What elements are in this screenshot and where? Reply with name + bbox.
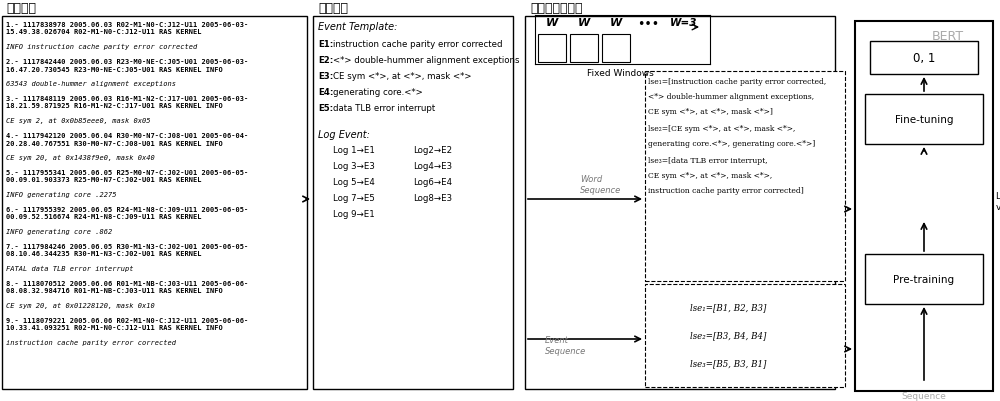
Text: W: W xyxy=(578,18,590,28)
Text: Fine-tuning: Fine-tuning xyxy=(895,115,953,125)
Text: Log 7→E5: Log 7→E5 xyxy=(333,194,375,203)
Text: W: W xyxy=(610,18,622,28)
Text: CE sym <*>, at <*>, mask <*>,: CE sym <*>, at <*>, mask <*>, xyxy=(648,172,772,180)
Text: 2.- 1117842440 2005.06.03 R23-M0-NE-C:J05-U01 2005-06-03-
16.47.20.730545 R23-M0: 2.- 1117842440 2005.06.03 R23-M0-NE-C:J0… xyxy=(6,59,248,72)
Text: BERT: BERT xyxy=(932,30,964,43)
Text: Log8→E3: Log8→E3 xyxy=(413,194,452,203)
Text: CE sym 20, at 0x1438f9e0, mask 0x40: CE sym 20, at 0x1438f9e0, mask 0x40 xyxy=(6,155,155,161)
Text: CE sym 2, at 0x0b85eee0, mask 0x05: CE sym 2, at 0x0b85eee0, mask 0x05 xyxy=(6,118,150,124)
Bar xyxy=(570,35,598,63)
Text: 日志序列预处理: 日志序列预处理 xyxy=(530,2,582,15)
Bar xyxy=(855,22,993,391)
Bar xyxy=(538,35,566,63)
Text: 0, 1: 0, 1 xyxy=(913,52,935,65)
Text: E3:: E3: xyxy=(318,72,333,81)
Text: <*> double-hummer alignment exceptions: <*> double-hummer alignment exceptions xyxy=(333,56,520,65)
Text: instruction cache parity error corrected: instruction cache parity error corrected xyxy=(333,40,503,49)
Text: E5:: E5: xyxy=(318,104,333,113)
Text: 5.- 1117955341 2005.06.05 R25-M0-N7-C:J02-U01 2005-06-05-
00.09.01.903373 R25-M0: 5.- 1117955341 2005.06.05 R25-M0-N7-C:J0… xyxy=(6,170,248,183)
Text: CE sym <*>, at <*>, mask <*>]: CE sym <*>, at <*>, mask <*>] xyxy=(648,108,773,116)
Text: W=3: W=3 xyxy=(670,18,698,28)
Text: E1:: E1: xyxy=(318,40,333,49)
Text: lse₃=[data TLB error interrupt,: lse₃=[data TLB error interrupt, xyxy=(648,157,768,164)
Text: Sequence: Sequence xyxy=(902,391,946,400)
Text: 6.- 1117955392 2005.06.05 R24-M1-N8-C:J09-U11 2005-06-05-
00.09.52.516674 R24-M1: 6.- 1117955392 2005.06.05 R24-M1-N8-C:J0… xyxy=(6,207,248,220)
Bar xyxy=(2,17,307,389)
Text: lse₂=[CE sym <*>, at <*>, mask <*>,: lse₂=[CE sym <*>, at <*>, mask <*>, xyxy=(648,125,795,133)
Text: E4:: E4: xyxy=(318,88,333,97)
Text: 8.- 1118070512 2005.06.06 R01-M1-NB-C:J03-U11 2005-06-06-
08.08.32.984716 R01-M1: 8.- 1118070512 2005.06.06 R01-M1-NB-C:J0… xyxy=(6,280,248,294)
Text: Log 5→E4: Log 5→E4 xyxy=(333,178,375,186)
Text: lse₁=[B1, B2, B3]: lse₁=[B1, B2, B3] xyxy=(690,302,766,311)
Text: Log sequence
vector: Log sequence vector xyxy=(996,192,1000,212)
Text: W: W xyxy=(546,18,558,28)
Text: 9.- 1118079221 2005.06.06 R02-M1-N0-C:J12-U11 2005-06-06-
10.33.41.093251 R02-M1: 9.- 1118079221 2005.06.06 R02-M1-N0-C:J1… xyxy=(6,317,248,331)
Text: data TLB error interrupt: data TLB error interrupt xyxy=(333,104,436,113)
Text: 日志收集: 日志收集 xyxy=(6,2,36,15)
Text: lse₁=[instruction cache parity error corrected,: lse₁=[instruction cache parity error cor… xyxy=(648,78,826,86)
Bar xyxy=(645,284,845,387)
Text: lse₂=[B3, B4, B4]: lse₂=[B3, B4, B4] xyxy=(690,330,766,339)
Bar xyxy=(525,17,835,389)
Text: INFO generating core .2275: INFO generating core .2275 xyxy=(6,192,116,198)
Text: Log 9→E1: Log 9→E1 xyxy=(333,209,375,219)
Text: INFO instruction cache parity error corrected: INFO instruction cache parity error corr… xyxy=(6,44,197,50)
Text: Event
Sequence: Event Sequence xyxy=(545,335,586,355)
Text: lse₃=[B5, B3, B1]: lse₃=[B5, B3, B1] xyxy=(690,358,766,367)
Text: Fixed Windows: Fixed Windows xyxy=(587,69,653,78)
Text: 4.- 1117942120 2005.06.04 R30-M0-N7-C:J08-U01 2005-06-04-
20.28.40.767551 R30-M0: 4.- 1117942120 2005.06.04 R30-M0-N7-C:J0… xyxy=(6,133,248,146)
Text: 1.- 1117838978 2005.06.03 R02-M1-N0-C:J12-U11 2005-06-03-
15.49.38.026704 R02-M1: 1.- 1117838978 2005.06.03 R02-M1-N0-C:J1… xyxy=(6,22,248,35)
Text: Log4→E3: Log4→E3 xyxy=(413,162,452,170)
Bar xyxy=(865,254,983,304)
Text: E2:: E2: xyxy=(318,56,333,65)
Text: 63543 double-hummer alignment exceptions: 63543 double-hummer alignment exceptions xyxy=(6,81,176,87)
Text: instruction cache parity error corrected]: instruction cache parity error corrected… xyxy=(648,186,804,194)
Text: FATAL data TLB error interrupt: FATAL data TLB error interrupt xyxy=(6,265,134,271)
Bar xyxy=(870,42,978,75)
Text: <*> double-hummer alignment exceptions,: <*> double-hummer alignment exceptions, xyxy=(648,93,814,101)
Bar xyxy=(645,72,845,281)
Bar xyxy=(313,17,513,389)
Bar xyxy=(602,35,630,63)
Text: Word
Sequence: Word Sequence xyxy=(580,174,621,194)
Text: generating core.<*>: generating core.<*> xyxy=(333,88,423,97)
Text: Log 1→E1: Log 1→E1 xyxy=(333,146,375,155)
Text: INFO generating core .862: INFO generating core .862 xyxy=(6,229,112,235)
Text: CE sym <*>, at <*>, mask <*>: CE sym <*>, at <*>, mask <*> xyxy=(333,72,472,81)
Text: Event Template:: Event Template: xyxy=(318,22,397,32)
Text: generating core.<*>, generating core.<*>]: generating core.<*>, generating core.<*>… xyxy=(648,140,815,148)
Text: 日志解析: 日志解析 xyxy=(318,2,348,15)
Bar xyxy=(865,95,983,145)
Text: 3.- 1117848119 2005.06.03 R16-M1-N2-C:J17-U01 2005-06-03-
18.21.59.871925 R16-M1: 3.- 1117848119 2005.06.03 R16-M1-N2-C:J1… xyxy=(6,96,248,109)
Text: Pre-training: Pre-training xyxy=(893,274,955,284)
Text: Log 3→E3: Log 3→E3 xyxy=(333,162,375,170)
Text: CE sym 20, at 0x01228120, mask 0x10: CE sym 20, at 0x01228120, mask 0x10 xyxy=(6,302,155,308)
Text: •••: ••• xyxy=(637,18,659,31)
Text: Log2→E2: Log2→E2 xyxy=(413,146,452,155)
Text: 7.- 1117984246 2005.06.05 R30-M1-N3-C:J02-U01 2005-06-05-
08.10.46.344235 R30-M1: 7.- 1117984246 2005.06.05 R30-M1-N3-C:J0… xyxy=(6,243,248,257)
Text: Log Event:: Log Event: xyxy=(318,130,370,140)
Text: instruction cache parity error corrected: instruction cache parity error corrected xyxy=(6,339,176,345)
Text: Log6→E4: Log6→E4 xyxy=(413,178,452,186)
